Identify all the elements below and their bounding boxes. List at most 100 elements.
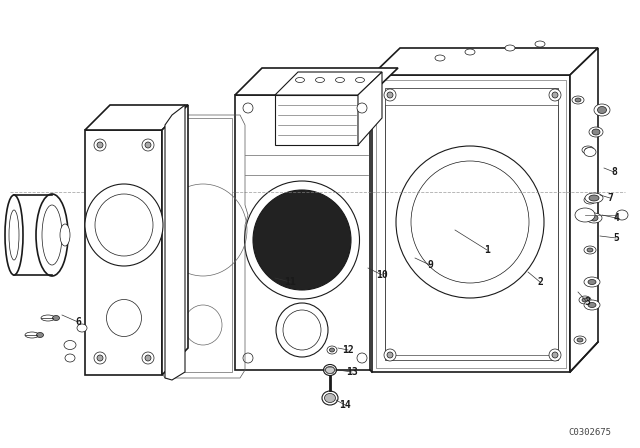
Ellipse shape (95, 194, 153, 256)
Ellipse shape (97, 142, 103, 148)
Ellipse shape (85, 184, 163, 266)
Ellipse shape (25, 332, 39, 338)
Ellipse shape (505, 45, 515, 51)
Ellipse shape (330, 348, 335, 352)
Ellipse shape (253, 190, 351, 290)
Ellipse shape (36, 194, 68, 276)
Ellipse shape (587, 248, 593, 252)
Ellipse shape (106, 300, 141, 336)
Polygon shape (358, 72, 382, 145)
Ellipse shape (572, 96, 584, 104)
Ellipse shape (598, 107, 607, 113)
Ellipse shape (584, 196, 596, 204)
Ellipse shape (584, 147, 596, 156)
Ellipse shape (283, 310, 321, 350)
Ellipse shape (549, 349, 561, 361)
Ellipse shape (145, 355, 151, 361)
Polygon shape (275, 95, 358, 145)
Ellipse shape (52, 315, 60, 320)
Ellipse shape (316, 78, 324, 82)
Text: 6: 6 (75, 317, 81, 327)
Ellipse shape (5, 195, 23, 275)
Text: 8: 8 (611, 167, 617, 177)
Ellipse shape (384, 89, 396, 101)
Text: 1: 1 (484, 245, 490, 255)
Ellipse shape (322, 391, 338, 405)
Ellipse shape (387, 92, 393, 98)
Text: C0302675: C0302675 (568, 428, 611, 437)
Ellipse shape (582, 298, 588, 302)
Ellipse shape (60, 224, 70, 246)
Polygon shape (162, 105, 188, 375)
Ellipse shape (584, 277, 600, 287)
Ellipse shape (465, 49, 475, 55)
Ellipse shape (42, 205, 62, 265)
Ellipse shape (396, 146, 544, 298)
Ellipse shape (327, 346, 337, 354)
Ellipse shape (326, 366, 335, 374)
Ellipse shape (587, 198, 593, 202)
Polygon shape (235, 95, 370, 370)
Text: 2: 2 (537, 277, 543, 287)
Ellipse shape (435, 55, 445, 61)
Polygon shape (372, 75, 570, 372)
Ellipse shape (586, 213, 602, 223)
Ellipse shape (535, 41, 545, 47)
Text: 10: 10 (376, 270, 388, 280)
Text: 11: 11 (284, 277, 296, 287)
Ellipse shape (357, 103, 367, 113)
Ellipse shape (323, 365, 337, 375)
Ellipse shape (582, 146, 594, 154)
Ellipse shape (588, 302, 596, 307)
Ellipse shape (335, 78, 344, 82)
Ellipse shape (588, 280, 596, 284)
Text: 14: 14 (339, 400, 351, 410)
Polygon shape (570, 48, 598, 372)
Ellipse shape (585, 148, 591, 152)
Ellipse shape (549, 89, 561, 101)
Ellipse shape (36, 332, 44, 337)
Ellipse shape (594, 104, 610, 116)
Ellipse shape (9, 210, 19, 260)
Text: 9: 9 (427, 260, 433, 270)
Ellipse shape (64, 340, 76, 349)
Ellipse shape (94, 139, 106, 151)
Text: 3: 3 (584, 297, 590, 307)
Ellipse shape (590, 215, 598, 221)
Ellipse shape (592, 129, 600, 135)
Ellipse shape (276, 303, 328, 357)
Ellipse shape (243, 103, 253, 113)
Text: 13: 13 (346, 367, 358, 377)
Ellipse shape (97, 355, 103, 361)
Ellipse shape (585, 193, 603, 203)
Ellipse shape (244, 181, 360, 299)
Polygon shape (235, 68, 398, 95)
Ellipse shape (574, 336, 586, 344)
Ellipse shape (142, 352, 154, 364)
Text: 4: 4 (613, 213, 619, 223)
Ellipse shape (41, 315, 55, 321)
Ellipse shape (296, 78, 305, 82)
Polygon shape (85, 105, 188, 130)
Ellipse shape (589, 127, 603, 137)
Ellipse shape (579, 296, 591, 304)
Ellipse shape (324, 393, 335, 402)
Ellipse shape (357, 353, 367, 363)
Ellipse shape (145, 142, 151, 148)
Ellipse shape (243, 353, 253, 363)
Ellipse shape (552, 92, 558, 98)
Polygon shape (85, 130, 162, 375)
Ellipse shape (552, 352, 558, 358)
Ellipse shape (584, 246, 596, 254)
Ellipse shape (575, 98, 581, 102)
Ellipse shape (589, 195, 599, 201)
Text: 12: 12 (342, 345, 354, 355)
Ellipse shape (616, 210, 628, 220)
Ellipse shape (65, 354, 75, 362)
Ellipse shape (355, 78, 365, 82)
Ellipse shape (575, 208, 595, 222)
Polygon shape (275, 72, 382, 95)
Text: 5: 5 (613, 233, 619, 243)
Polygon shape (165, 105, 185, 380)
Ellipse shape (77, 324, 87, 332)
